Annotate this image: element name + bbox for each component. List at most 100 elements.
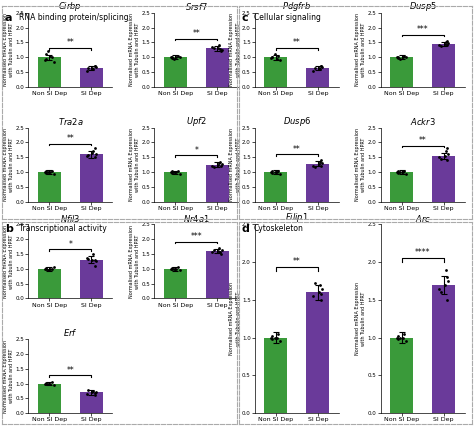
Point [46, 169, 54, 176]
Point [316, 158, 324, 165]
Point [399, 169, 406, 176]
Point [168, 53, 175, 60]
Title: $\it{Tra2a}$: $\it{Tra2a}$ [57, 116, 83, 127]
Point [318, 63, 325, 69]
Point [85, 256, 92, 263]
Point [42, 168, 50, 175]
Point [168, 168, 175, 175]
Text: **: ** [66, 38, 74, 47]
Point [90, 388, 97, 394]
Point [214, 161, 222, 168]
Point [269, 54, 276, 60]
Point [435, 41, 443, 48]
Point [209, 249, 216, 256]
Bar [164, 57, 187, 87]
Bar [38, 383, 61, 413]
Point [268, 169, 275, 176]
Point [91, 63, 99, 69]
Point [402, 170, 410, 177]
Y-axis label: Normalised mRNA Expression
with Tubulin and HPRT: Normalised mRNA Expression with Tubulin … [129, 128, 140, 201]
Point [274, 331, 282, 337]
Point [217, 158, 224, 165]
Point [215, 42, 223, 49]
Text: RNA binding protein/splicing: RNA binding protein/splicing [19, 13, 128, 22]
Point [83, 67, 91, 74]
Point [400, 331, 408, 337]
Point [50, 58, 58, 65]
Point [92, 258, 100, 265]
Point [393, 334, 401, 341]
Title: $\it{Arc}$: $\it{Arc}$ [415, 213, 431, 224]
Point [90, 148, 97, 155]
Point [83, 391, 91, 397]
Point [319, 63, 326, 70]
Text: ****: **** [415, 248, 430, 257]
Bar [80, 392, 103, 413]
Point [319, 285, 326, 292]
Point [91, 262, 99, 269]
Point [319, 160, 326, 167]
Point [215, 245, 223, 251]
Point [443, 145, 451, 152]
Y-axis label: Normalised mRNA Expression
with Tubulin and HPRT: Normalised mRNA Expression with Tubulin … [3, 128, 14, 201]
Y-axis label: Normalised mRNA Expression
with Tubulin and HPRT: Normalised mRNA Expression with Tubulin … [229, 282, 241, 355]
Point [41, 169, 49, 176]
Point [316, 66, 324, 72]
Point [317, 157, 325, 164]
Point [92, 63, 100, 70]
Point [445, 40, 452, 46]
Bar [164, 269, 187, 298]
Y-axis label: Normalised mRNA Expression
with Tubulin and HPRT: Normalised mRNA Expression with Tubulin … [355, 128, 366, 201]
Point [176, 170, 183, 177]
Point [42, 55, 50, 62]
Point [217, 48, 225, 55]
Text: c: c [242, 13, 248, 23]
Point [399, 334, 406, 341]
Point [50, 170, 58, 177]
Point [167, 169, 174, 176]
Point [444, 42, 451, 49]
Y-axis label: Normalised mRNA Expression
with Tubulin and HPRT: Normalised mRNA Expression with Tubulin … [129, 225, 140, 298]
Point [317, 62, 325, 69]
Point [400, 167, 408, 174]
Point [394, 336, 402, 343]
Point [173, 54, 180, 60]
Title: $\it{Dusp5}$: $\it{Dusp5}$ [409, 0, 437, 13]
Bar [264, 338, 287, 413]
Point [170, 169, 178, 176]
Bar [80, 154, 103, 201]
Point [48, 265, 55, 272]
Point [89, 389, 96, 396]
Point [269, 333, 276, 340]
Point [318, 163, 325, 170]
Bar [432, 285, 455, 413]
Point [217, 248, 224, 255]
Title: $\it{Filip1}$: $\it{Filip1}$ [285, 211, 309, 225]
Point [445, 278, 452, 285]
Title: $\it{Nfil3}$: $\it{Nfil3}$ [60, 213, 81, 224]
Title: $\it{Upf2}$: $\it{Upf2}$ [186, 115, 207, 128]
Point [89, 150, 96, 156]
Point [444, 157, 451, 164]
Point [276, 170, 284, 177]
Point [45, 267, 52, 273]
Point [269, 336, 276, 343]
Point [268, 334, 275, 341]
Point [83, 153, 91, 159]
Text: **: ** [293, 38, 301, 47]
Y-axis label: Normalised mRNA Expression
with Tubulin and HPRT: Normalised mRNA Expression with Tubulin … [3, 225, 14, 298]
Text: Cellular signaling: Cellular signaling [254, 13, 320, 22]
Point [210, 163, 218, 170]
Y-axis label: Normalised mRNA Expression
with Tubulin and HPRT: Normalised mRNA Expression with Tubulin … [3, 13, 14, 86]
Point [48, 379, 55, 386]
Bar [38, 172, 61, 201]
Bar [390, 338, 413, 413]
Point [92, 151, 100, 158]
Point [269, 53, 276, 60]
Bar [206, 164, 228, 201]
Point [273, 334, 281, 341]
Point [444, 296, 451, 303]
Point [268, 55, 275, 61]
Point [91, 145, 99, 152]
Title: $\it{Dusp6}$: $\it{Dusp6}$ [283, 115, 311, 128]
